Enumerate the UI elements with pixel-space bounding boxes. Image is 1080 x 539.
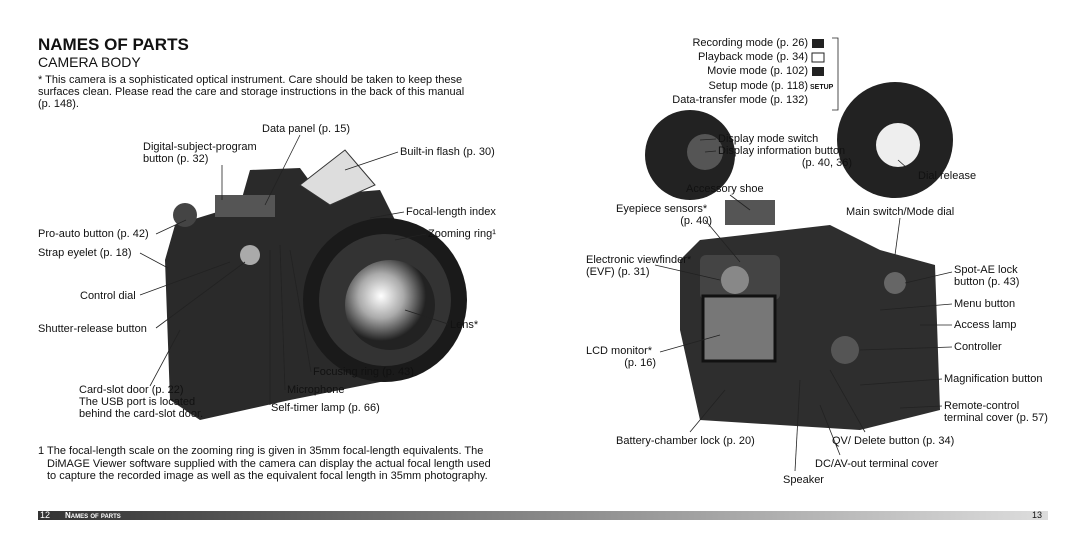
footer-bar — [38, 511, 1048, 520]
label: Control dial — [80, 290, 136, 302]
mode: Setup mode (p. 118) — [708, 80, 808, 92]
mode: Data-transfer mode (p. 132) — [672, 94, 808, 106]
label: Dial release — [918, 170, 977, 182]
mode: Playback mode (p. 34) — [697, 51, 808, 63]
label: Display mode switch — [718, 133, 819, 145]
mode: Movie mode (p. 102) — [707, 65, 808, 77]
label: Accessory shoe — [686, 183, 764, 195]
label: terminal cover (p. 57) — [944, 412, 1048, 424]
label: Data panel (p. 15) — [262, 123, 351, 135]
label: LCD monitor* — [586, 345, 653, 357]
mode: Recording mode (p. 26) — [692, 37, 808, 49]
label: Remote-control — [944, 400, 1020, 412]
label: Controller — [954, 341, 1002, 353]
label: button (p. 43) — [954, 276, 1020, 288]
label: Display information button — [718, 145, 846, 157]
title: NAMES OF PARTS — [38, 35, 189, 54]
label: Battery-chamber lock (p. 20) — [616, 435, 755, 447]
label: Lens* — [450, 319, 479, 331]
footnote: to capture the recorded image as well as… — [47, 470, 488, 482]
label: (p. 40, 36) — [801, 157, 852, 169]
leader-lines — [139, 134, 953, 472]
subtitle: CAMERA BODY — [38, 54, 141, 70]
label: Strap eyelet (p. 18) — [38, 247, 132, 259]
label: Card-slot door (p. 22) — [79, 384, 184, 396]
label: Shutter-release button — [38, 323, 147, 335]
section-name: Names of parts — [65, 511, 121, 520]
label: QV/ Delete button (p. 34) — [832, 435, 955, 447]
page-number: 13 — [1031, 510, 1042, 520]
label: Microphone — [287, 384, 345, 396]
label: behind the card-slot door. — [79, 408, 204, 420]
label: Main switch/Mode dial — [846, 206, 955, 218]
label: Digital-subject-program — [143, 141, 257, 153]
label: (EVF) (p. 31) — [586, 266, 650, 278]
label: (p. 16) — [624, 357, 656, 369]
label: Focal-length index — [406, 206, 496, 218]
label: Spot-AE lock — [954, 264, 1018, 276]
label: The USB port is located — [79, 396, 196, 408]
footnote: The focal-length scale on the zooming ri… — [47, 445, 484, 457]
label: Menu button — [954, 298, 1016, 310]
footnote-marker: 1 — [38, 445, 45, 457]
intro: surfaces clean. Please read the care and… — [38, 86, 465, 98]
camera-back — [645, 37, 953, 430]
camera-front — [165, 149, 467, 420]
label: Built-in flash (p. 30) — [400, 146, 495, 158]
label: Pro-auto button (p. 42) — [38, 228, 149, 240]
intro: (p. 148). — [38, 98, 79, 110]
label: Magnification button — [944, 373, 1043, 385]
page-number: 12 — [40, 510, 51, 520]
label: Access lamp — [954, 319, 1017, 331]
setup-icon: SETUP — [810, 84, 834, 91]
label: DC/AV-out terminal cover — [815, 458, 939, 470]
label: Electronic viewfinder* — [586, 254, 692, 266]
label: Eyepiece sensors* — [616, 203, 708, 215]
label: Focusing ring (p. 43) — [313, 366, 414, 378]
intro: * This camera is a sophisticated optical… — [38, 74, 463, 86]
footnote: DiMAGE Viewer software supplied with the… — [47, 458, 491, 470]
label: Zooming ring¹ — [428, 228, 496, 240]
label: Speaker — [783, 474, 824, 486]
label: (p. 40) — [680, 215, 712, 227]
label: button (p. 32) — [143, 153, 209, 165]
label: Self-timer lamp (p. 66) — [271, 402, 380, 414]
